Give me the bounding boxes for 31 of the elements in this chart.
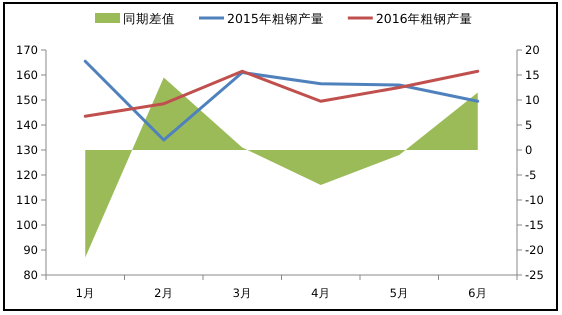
- y-tick-label: 80: [23, 268, 38, 282]
- y-tick-label: 140: [16, 118, 38, 132]
- x-tick-label: 5月: [390, 286, 409, 300]
- x-tick-label: 3月: [232, 286, 252, 300]
- y2-tick-label: 5: [525, 118, 532, 132]
- y2-tick-label: 0: [525, 143, 532, 157]
- x-tick-label: 2月: [154, 286, 174, 300]
- y2-tick-label: 15: [525, 68, 540, 82]
- y2-tick-label: -25: [525, 268, 544, 282]
- legend-label: 2016年粗钢产量: [376, 11, 473, 26]
- y-tick-label: 160: [16, 68, 38, 82]
- line-series: [84, 60, 480, 142]
- y-tick-label: 170: [16, 43, 38, 57]
- x-tick-label: 6月: [468, 286, 488, 300]
- y-tick-label: 150: [16, 93, 38, 107]
- y-tick-label: 130: [16, 143, 38, 157]
- y-tick-label: 100: [16, 218, 38, 232]
- line-series: [84, 70, 480, 118]
- y2-tick-label: -15: [525, 218, 544, 232]
- x-tick-label: 1月: [76, 286, 95, 300]
- y2-tick-label: -10: [525, 193, 544, 207]
- y2-tick-label: 20: [525, 43, 540, 57]
- legend-label: 2015年粗钢产量: [227, 11, 324, 26]
- y-tick-label: 90: [23, 243, 38, 257]
- legend-label: 同期差值: [123, 11, 175, 26]
- x-tick-label: 4月: [311, 286, 330, 300]
- y2-tick-label: -20: [525, 243, 544, 257]
- y2-tick-label: 10: [525, 93, 540, 107]
- y2-tick-label: -5: [525, 168, 536, 182]
- y-tick-label: 110: [16, 193, 38, 207]
- y-tick-label: 120: [16, 168, 38, 182]
